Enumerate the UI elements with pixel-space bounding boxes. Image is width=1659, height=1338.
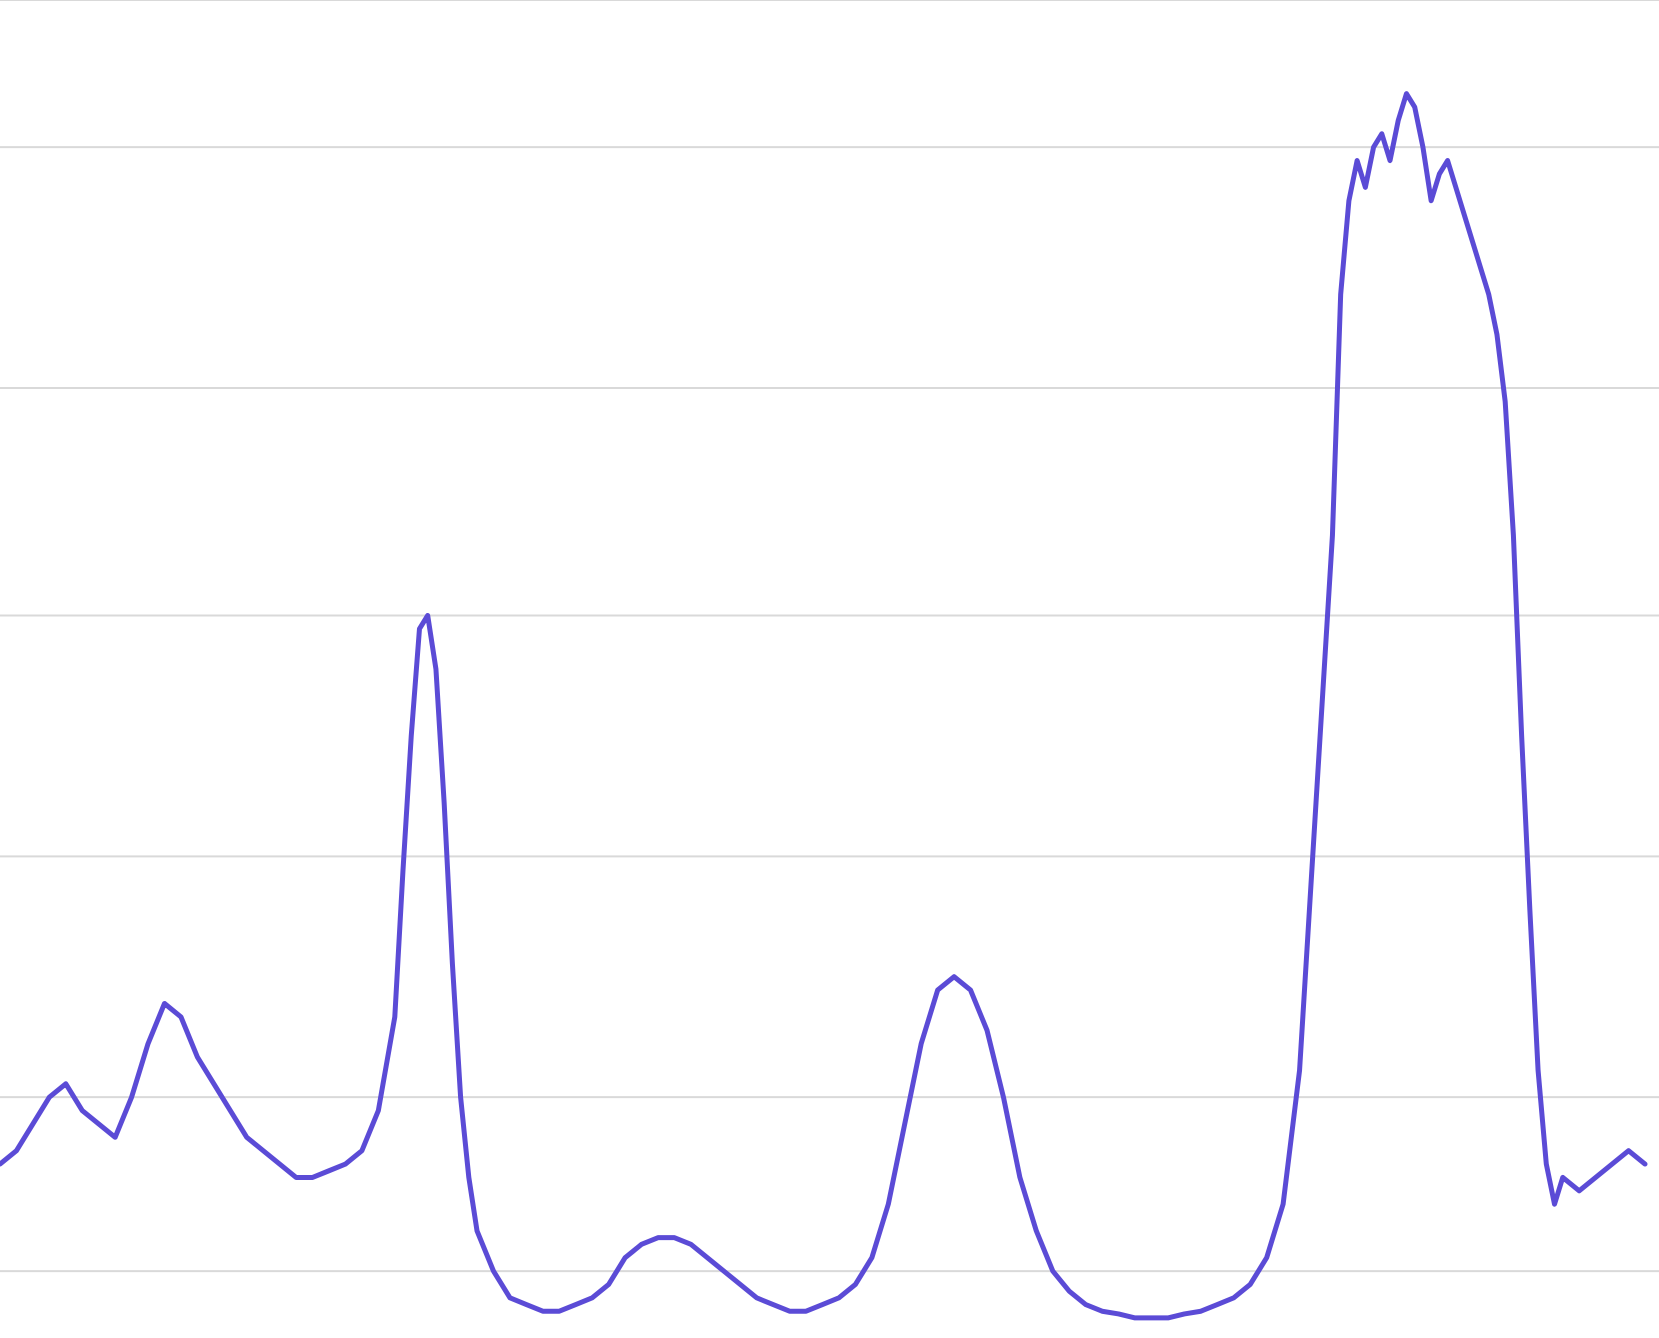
chart-svg xyxy=(0,0,1659,1338)
series-line xyxy=(0,94,1645,1318)
line-chart xyxy=(0,0,1659,1338)
